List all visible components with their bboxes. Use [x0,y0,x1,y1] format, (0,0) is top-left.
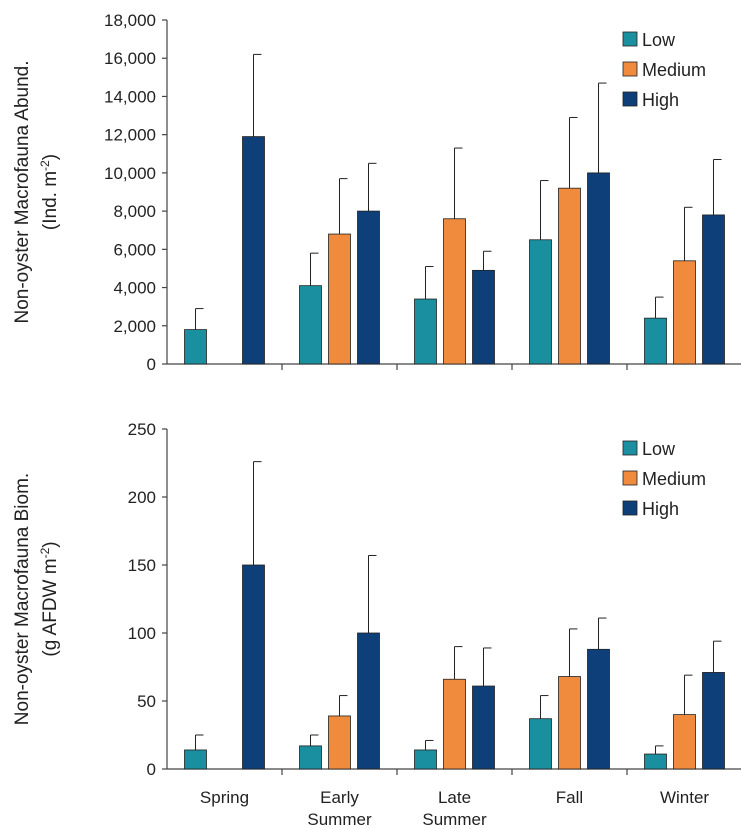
y-tick-label: 18,000 [104,11,156,30]
legend-label-high: High [642,499,679,519]
bar-high [472,685,495,770]
y-tick-label: 10,000 [104,164,156,183]
bar-medium [328,233,351,365]
bar-low [184,749,207,770]
bar-medium [328,715,351,770]
x-category-label: Summer [422,810,487,828]
bar-low [184,329,207,365]
bar-medium [558,676,581,770]
bar-medium [443,678,466,770]
bar-high [357,210,380,365]
y-axis-units-text: (g AFDW m [40,558,61,656]
bar-high [242,136,265,365]
y-tick-label: 200 [128,488,156,507]
legend-label-medium: Medium [642,469,706,489]
legend-swatch-high [622,500,638,516]
y-axis-title: Non-oyster Macrofauna Abund. [12,61,33,324]
y-axis-title: Non-oyster Macrofauna Biom. [12,473,33,725]
legend-swatch-low [622,440,638,456]
bar-low [529,239,552,365]
x-category-label: Spring [200,788,249,807]
x-category-label: Early [320,788,359,807]
bar-low [299,745,322,770]
x-category-label: Late [438,788,471,807]
x-category-label: Winter [660,788,709,807]
biomass-chart: 0 50 100 150 200 250 Spring Early Summer Late Summ… [12,420,741,828]
y-tick-label: 14,000 [104,87,156,106]
bar-medium [673,714,696,770]
bar-low [414,298,437,365]
legend-swatch-high [622,91,638,107]
y-tick-label: 16,000 [104,49,156,68]
y-tick-label: 2,000 [113,317,156,336]
abundance-chart: 0 2,000 4,000 6,000 8,000 10,000 12,000 14,000 1… [12,11,741,374]
legend-label-medium: Medium [642,60,706,80]
bar-high [702,672,725,770]
legend-swatch-low [622,31,638,47]
y-tick-label: 12,000 [104,126,156,145]
x-category-label: Fall [556,788,583,807]
y-axis-units-close: ) [40,154,61,160]
y-tick-label: 0 [147,355,156,374]
legend-label-high: High [642,90,679,110]
bar-low [529,718,552,770]
bar-high [357,632,380,770]
y-tick-label: 0 [147,760,156,779]
bar-medium [443,218,466,365]
y-axis-units-superscript: -2 [38,160,52,171]
y-tick-label: 4,000 [113,279,156,298]
y-tick-label: 250 [128,420,156,439]
bar-medium [673,260,696,365]
y-tick-label: 100 [128,624,156,643]
y-tick-label: 50 [137,692,156,711]
bar-low [414,749,437,770]
bar-low [644,753,667,770]
legend-swatch-medium [622,470,638,486]
bar-high [587,648,610,770]
y-tick-label: 6,000 [113,240,156,259]
bar-high [587,172,610,365]
legend-label-low: Low [642,439,676,459]
y-axis-units-text: (Ind. m [40,171,61,230]
y-tick-label: 8,000 [113,202,156,221]
bar-high [472,269,495,365]
bar-medium [558,187,581,365]
bar-high [242,564,265,770]
legend-swatch-medium [622,61,638,77]
y-axis-title-units: (g AFDW m-2) [38,541,61,656]
bar-low [644,317,667,365]
y-axis-units-superscript: -2 [38,547,52,558]
y-tick-label: 150 [128,556,156,575]
bar-high [702,214,725,365]
y-axis-units-close: ) [40,541,61,547]
bar-low [299,285,322,365]
legend-label-low: Low [642,30,676,50]
y-axis-title-units: (Ind. m-2) [38,154,61,230]
x-category-label: Summer [307,810,372,828]
